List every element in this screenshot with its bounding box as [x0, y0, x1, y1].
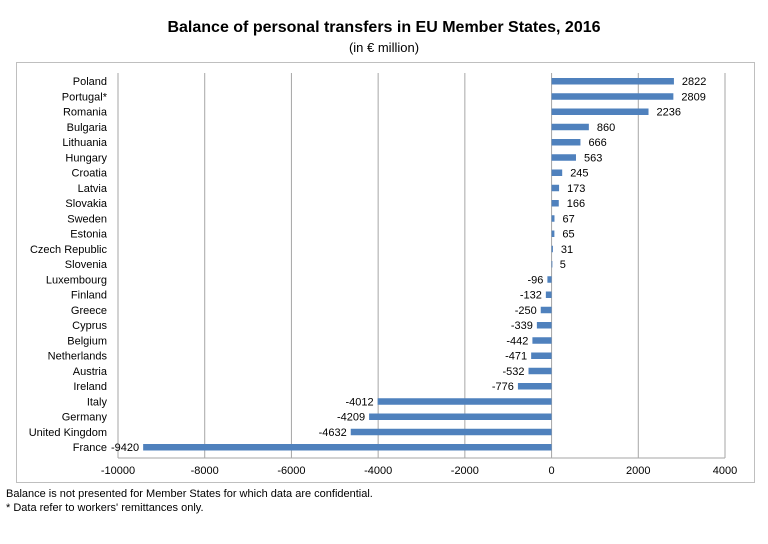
category-label: Finland — [71, 290, 107, 302]
category-label: Czech Republic — [30, 244, 108, 256]
bar — [377, 398, 552, 405]
bar — [551, 78, 674, 85]
bar — [517, 383, 552, 390]
bar — [551, 108, 649, 115]
chart-frame — [16, 62, 755, 483]
chart-title: Balance of personal transfers in EU Memb… — [167, 19, 601, 36]
x-tick-label: -4000 — [364, 465, 392, 477]
x-tick-label: -10000 — [101, 465, 135, 477]
data-label: 65 — [562, 229, 574, 241]
category-label: Poland — [73, 76, 107, 88]
bar — [551, 123, 589, 131]
category-label: Romania — [63, 107, 108, 119]
data-label: -532 — [502, 366, 524, 378]
data-label: 166 — [567, 198, 585, 210]
data-label: 666 — [588, 137, 606, 149]
category-label: Bulgaria — [67, 122, 108, 134]
footnote-portugal: * Data refer to workers' remittances onl… — [6, 502, 204, 514]
category-label: Netherlands — [48, 351, 108, 363]
x-tick-label: -8000 — [191, 465, 219, 477]
category-label: Greece — [71, 305, 107, 317]
bar — [547, 276, 552, 283]
category-label: Belgium — [67, 335, 107, 347]
category-label: United Kingdom — [29, 427, 107, 439]
data-label: 5 — [560, 259, 566, 271]
category-label: Slovakia — [65, 198, 107, 210]
category-label: Sweden — [67, 213, 107, 225]
data-label: -471 — [505, 351, 527, 363]
bar — [369, 413, 552, 420]
data-label: 2822 — [682, 76, 706, 88]
data-label: -250 — [515, 305, 537, 317]
data-label: -96 — [528, 274, 544, 286]
x-tick-label: 0 — [549, 465, 555, 477]
category-label: Estonia — [70, 229, 108, 241]
data-label: -132 — [520, 290, 542, 302]
footnote-confidential: Balance is not presented for Member Stat… — [6, 488, 373, 500]
x-tick-label: -2000 — [451, 465, 479, 477]
data-label: 2809 — [681, 91, 705, 103]
category-label: Germany — [62, 412, 108, 424]
category-label: Croatia — [72, 168, 108, 180]
category-label: Luxembourg — [46, 274, 107, 286]
category-label: Latvia — [78, 183, 108, 195]
data-label: -339 — [511, 320, 533, 332]
bar — [536, 322, 552, 329]
data-label: 860 — [597, 122, 615, 134]
bar — [551, 261, 553, 268]
bar — [143, 444, 552, 451]
data-label: 245 — [570, 168, 588, 180]
chart-subtitle: (in € million) — [348, 40, 420, 55]
data-label: -442 — [506, 335, 528, 347]
category-label: Hungary — [65, 152, 107, 164]
category-label: Portugal* — [62, 91, 108, 103]
data-label: -4012 — [345, 396, 373, 408]
bar — [551, 230, 555, 237]
category-label: Lithuania — [62, 137, 108, 149]
bar — [551, 154, 576, 161]
category-label: Slovenia — [65, 259, 108, 271]
bar — [551, 169, 563, 176]
category-label: Austria — [73, 366, 108, 378]
bar — [350, 428, 552, 436]
data-label: -9420 — [111, 442, 139, 454]
data-label: 173 — [567, 183, 585, 195]
bar — [551, 139, 581, 146]
bar — [551, 215, 555, 222]
category-label: Ireland — [73, 381, 107, 393]
x-tick-label: -6000 — [277, 465, 305, 477]
bar — [551, 245, 553, 253]
bar — [551, 200, 559, 207]
category-label: Cyprus — [72, 320, 107, 332]
x-tick-label: 2000 — [626, 465, 650, 477]
bar — [551, 184, 560, 192]
data-label: 563 — [584, 152, 602, 164]
data-label: -4209 — [337, 412, 365, 424]
category-label: France — [73, 442, 107, 454]
data-label: -4632 — [319, 427, 347, 439]
data-label: 67 — [562, 213, 574, 225]
x-tick-label: 4000 — [713, 465, 737, 477]
bar — [531, 352, 552, 359]
bar — [551, 93, 674, 100]
bar — [532, 337, 552, 344]
bar — [545, 291, 552, 298]
bar — [540, 306, 552, 314]
data-label: -776 — [492, 381, 514, 393]
data-label: 2236 — [657, 107, 681, 119]
data-label: 31 — [561, 244, 573, 256]
bar — [528, 367, 552, 375]
category-label: Italy — [87, 396, 108, 408]
